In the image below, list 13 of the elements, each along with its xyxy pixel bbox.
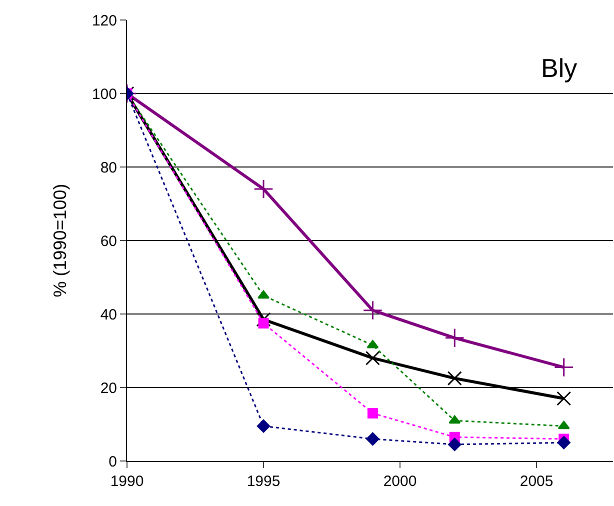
annotation: Bly <box>541 53 578 83</box>
y-tick-label: 120 <box>92 12 117 30</box>
y-tick-label: 20 <box>100 380 117 397</box>
x-tick-label: 1990 <box>110 473 144 490</box>
y-tick-label: 40 <box>100 306 117 324</box>
y-tick-label: 100 <box>92 86 117 103</box>
y-axis-title: % (1990=100) <box>50 184 70 298</box>
y-tick-label: 0 <box>108 453 117 470</box>
x-tick-label: 1995 <box>246 473 280 490</box>
y-tick-label: 80 <box>100 159 117 176</box>
x-tick-label: 2000 <box>383 473 417 490</box>
y-tick-label: 60 <box>100 232 117 250</box>
x-tick-label: 2005 <box>520 473 554 490</box>
